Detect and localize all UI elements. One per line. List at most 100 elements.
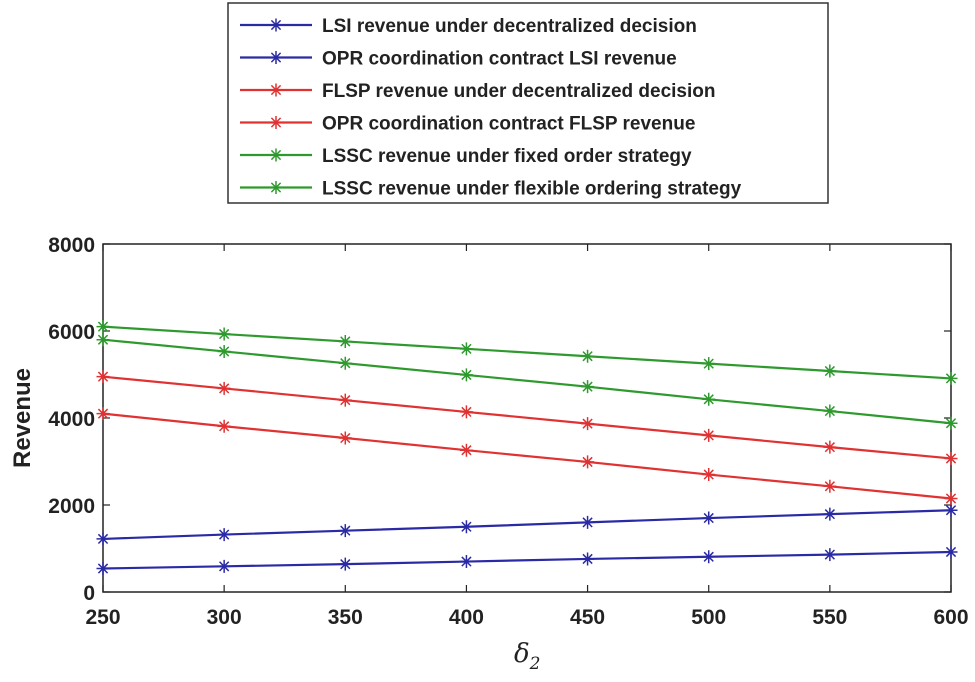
series-1 [96,545,958,576]
legend-marker [269,18,283,32]
x-tick-label: 250 [85,606,120,629]
data-point [823,479,837,493]
y-tick-label: 8000 [48,234,95,257]
legend-label: LSI revenue under decentralized decision [322,16,697,37]
data-point [702,428,716,442]
data-point [581,455,595,469]
data-point [96,407,110,421]
data-point [96,532,110,546]
legend-marker [269,181,283,194]
y-tick-label: 6000 [48,321,95,344]
y-tick-label: 4000 [48,408,95,431]
data-point [338,557,352,571]
data-point [823,548,837,562]
data-point [459,520,473,534]
data-point [217,327,231,341]
legend-label: FLSP revenue under decentralized decisio… [322,81,716,102]
data-point [217,381,231,395]
x-axis-title: δ2 [514,639,540,674]
data-point [96,370,110,384]
legend-label: LSSC revenue under flexible ordering str… [322,179,742,200]
data-point [217,528,231,542]
x-tick-label: 450 [570,606,605,629]
data-point [338,524,352,538]
x-tick-label: 400 [449,606,484,629]
data-point [96,562,110,576]
data-point [702,468,716,482]
x-axis-title-subscript: 2 [529,654,541,674]
data-point [944,451,958,465]
data-point [459,443,473,457]
data-point [581,552,595,566]
legend: LSI revenue under decentralized decision… [240,16,742,200]
data-point [823,404,837,418]
data-point [581,515,595,529]
data-point [944,491,958,505]
series-4 [96,370,958,465]
series-line [102,550,952,570]
series-line [102,509,952,541]
series-line [102,375,952,460]
series-line [102,338,952,425]
series-group [96,320,958,576]
data-point [338,334,352,348]
legend-marker [269,83,283,97]
legend-marker [269,116,283,129]
legend-label: OPR coordination contract FLSP revenue [322,114,695,135]
legend-item: OPR coordination contract FLSP revenue [240,114,695,135]
y-axis: 0 2000 4000 6000 8000 [48,234,951,605]
legend-label: OPR coordination contract LSI revenue [322,49,677,70]
data-point [823,507,837,521]
legend-item: LSSC revenue under flexible ordering str… [240,179,742,200]
series-line [102,325,952,380]
data-point [581,349,595,363]
data-point [823,364,837,378]
data-point [338,431,352,445]
data-point [944,416,958,430]
legend-item: OPR coordination contract LSI revenue [240,49,677,70]
data-point [944,545,958,559]
legend-marker [269,51,283,64]
data-point [581,417,595,431]
data-point [338,356,352,370]
series-5 [96,333,958,430]
x-tick-label: 500 [691,606,726,629]
data-point [217,344,231,358]
data-point [702,511,716,525]
y-axis-title: Revenue [9,368,36,468]
data-point [338,393,352,407]
x-tick-label: 550 [812,606,847,629]
data-point [702,550,716,564]
x-tick-label: 350 [328,606,363,629]
series-6 [96,320,958,385]
data-point [581,380,595,394]
legend-item: LSSC revenue under fixed order strategy [240,146,692,167]
series-line [102,412,952,500]
data-point [459,405,473,419]
legend-item: LSI revenue under decentralized decision [240,16,697,37]
x-tick-label: 300 [207,606,242,629]
data-point [459,342,473,356]
legend-marker [269,148,283,162]
series-3 [96,407,958,505]
data-point [702,357,716,371]
data-point [702,392,716,406]
data-point [217,559,231,573]
legend-item: FLSP revenue under decentralized decisio… [240,81,716,102]
x-tick-label: 600 [933,606,968,629]
data-point [217,419,231,433]
data-point [96,333,110,347]
data-point [823,440,837,454]
legend-box [227,2,829,204]
data-point [944,371,958,385]
data-point [944,503,958,517]
x-axis-title-symbol: δ [514,639,530,669]
series-2 [96,503,958,546]
legend-label: LSSC revenue under fixed order strategy [322,146,692,167]
x-axis: 250 300 350 400 450 500 550 600 [85,244,969,629]
y-tick-label: 2000 [48,495,95,518]
data-point [96,320,110,334]
data-point [459,368,473,382]
y-tick-label: 0 [83,582,95,605]
